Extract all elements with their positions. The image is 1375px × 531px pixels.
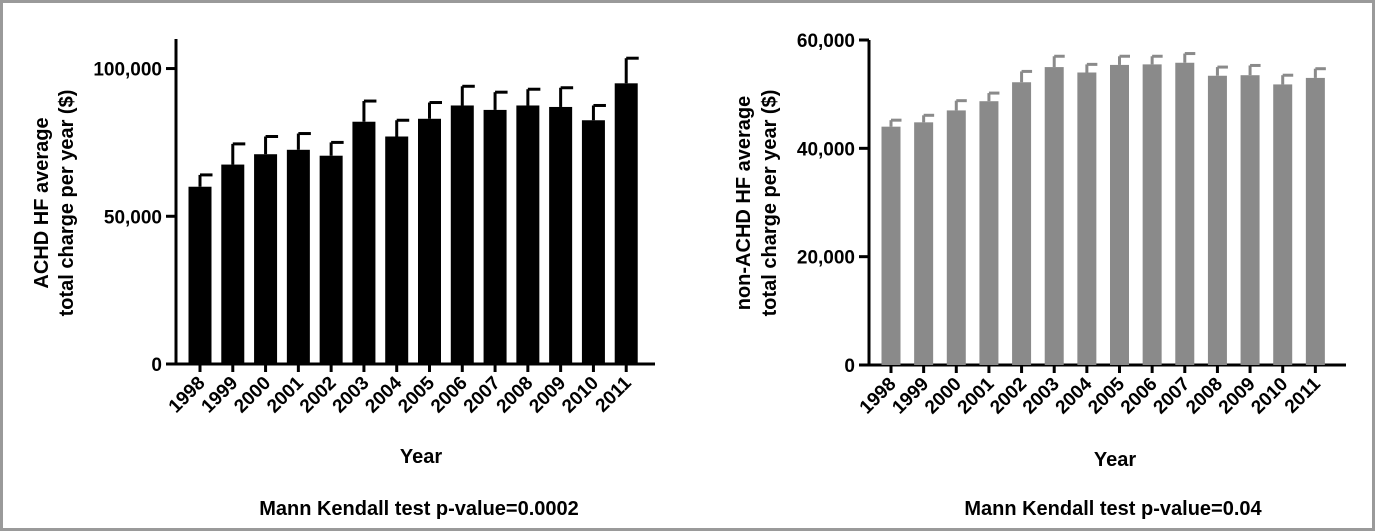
achd-bar — [549, 106, 573, 365]
achd-y-axis-title: total charge per year ($) — [56, 90, 78, 317]
achd-x-tick-label: 2001 — [263, 372, 308, 417]
non-achd-y-axis-title: total charge per year ($) — [759, 90, 781, 317]
achd-y-axis-title: ACHD HF average — [31, 117, 53, 288]
non-achd-y-tick-label: 20,000 — [797, 248, 855, 269]
achd-x-tick-label: 2003 — [329, 373, 374, 418]
non-achd-x-tick-label: 2002 — [986, 374, 1031, 419]
achd-chart: 050,000100,00019981999200020012002200320… — [31, 39, 655, 520]
non-achd-bar — [914, 122, 934, 365]
achd-x-tick-label: 2008 — [493, 373, 538, 418]
achd-bar — [450, 105, 474, 365]
achd-bar — [319, 155, 343, 364]
non-achd-bar — [881, 126, 901, 366]
non-achd-x-tick-label: 2007 — [1150, 374, 1195, 419]
achd-y-tick-label: 0 — [151, 355, 162, 376]
non-achd-y-axis-title: non-ACHD HF average — [733, 96, 755, 310]
achd-bar — [614, 83, 638, 365]
non-achd-x-tick-label: 2000 — [921, 374, 966, 419]
non-achd-bar — [1207, 75, 1227, 365]
achd-y-tick-label: 100,000 — [93, 60, 162, 81]
non-achd-x-tick-label: 1999 — [888, 374, 933, 419]
non-achd-bar — [1044, 67, 1064, 365]
non-achd-bar — [1012, 82, 1032, 365]
achd-bar — [221, 164, 245, 364]
non-achd-bar — [1240, 75, 1260, 365]
achd-x-tick-label: 1999 — [198, 373, 243, 418]
non-achd-x-tick-label: 2003 — [1019, 374, 1064, 419]
achd-bar — [418, 118, 441, 364]
non-achd-bar — [946, 110, 966, 366]
non-achd-caption: Mann Kendall test p-value=0.04 — [964, 498, 1262, 520]
achd-x-tick-label: 2007 — [460, 373, 505, 418]
achd-bar — [352, 121, 376, 365]
non-achd-bar — [1077, 72, 1097, 365]
achd-bar — [188, 186, 212, 364]
achd-bar — [385, 136, 409, 364]
non-achd-bar — [979, 101, 999, 365]
non-achd-x-tick-label: 2005 — [1084, 373, 1129, 418]
non-achd-x-tick-label: 1998 — [856, 374, 901, 419]
non-achd-y-tick-label: 40,000 — [797, 139, 855, 160]
achd-x-tick-label: 2000 — [230, 373, 275, 418]
non-achd-y-tick-label: 0 — [844, 356, 855, 377]
non-achd-bar — [1305, 77, 1325, 366]
non-achd-x-tick-label: 2011 — [1281, 373, 1325, 417]
achd-bar — [483, 109, 507, 364]
chart-canvas: 050,000100,00019981999200020012002200320… — [31, 31, 1346, 520]
achd-x-tick-label: 2004 — [362, 372, 407, 417]
non-achd-y-tick-label: 60,000 — [797, 31, 855, 52]
achd-bar — [581, 120, 605, 364]
achd-x-tick-label: 2010 — [558, 373, 603, 418]
achd-x-tick-label: 2011 — [592, 372, 636, 416]
achd-bar — [286, 149, 310, 364]
achd-x-tick-label: 2009 — [525, 373, 570, 418]
non-achd-bar — [1110, 64, 1129, 365]
achd-bar — [254, 154, 278, 364]
non-achd-x-tick-label: 2010 — [1248, 374, 1293, 419]
non-achd-x-tick-label: 2006 — [1117, 374, 1162, 419]
achd-y-tick-label: 50,000 — [104, 207, 162, 228]
non-achd-x-axis-title: Year — [1094, 449, 1136, 471]
achd-x-tick-label: 2005 — [394, 372, 439, 417]
achd-x-tick-label: 1998 — [165, 373, 210, 418]
non-achd-bar — [1273, 84, 1293, 366]
achd-x-tick-label: 2006 — [427, 373, 472, 418]
non-achd-x-tick-label: 2004 — [1052, 373, 1097, 418]
non-achd-chart: 020,00040,00060,000199819992000200120022… — [733, 31, 1346, 520]
achd-bar — [516, 105, 540, 365]
achd-x-axis-title: Year — [400, 446, 442, 468]
achd-caption: Mann Kendall test p-value=0.0002 — [259, 498, 579, 520]
non-achd-x-tick-label: 2001 — [954, 373, 999, 418]
achd-x-tick-label: 2002 — [296, 373, 341, 418]
non-achd-x-tick-label: 2008 — [1182, 374, 1227, 419]
non-achd-bar — [1175, 62, 1195, 365]
non-achd-bar — [1142, 64, 1162, 365]
non-achd-x-tick-label: 2009 — [1215, 374, 1260, 419]
